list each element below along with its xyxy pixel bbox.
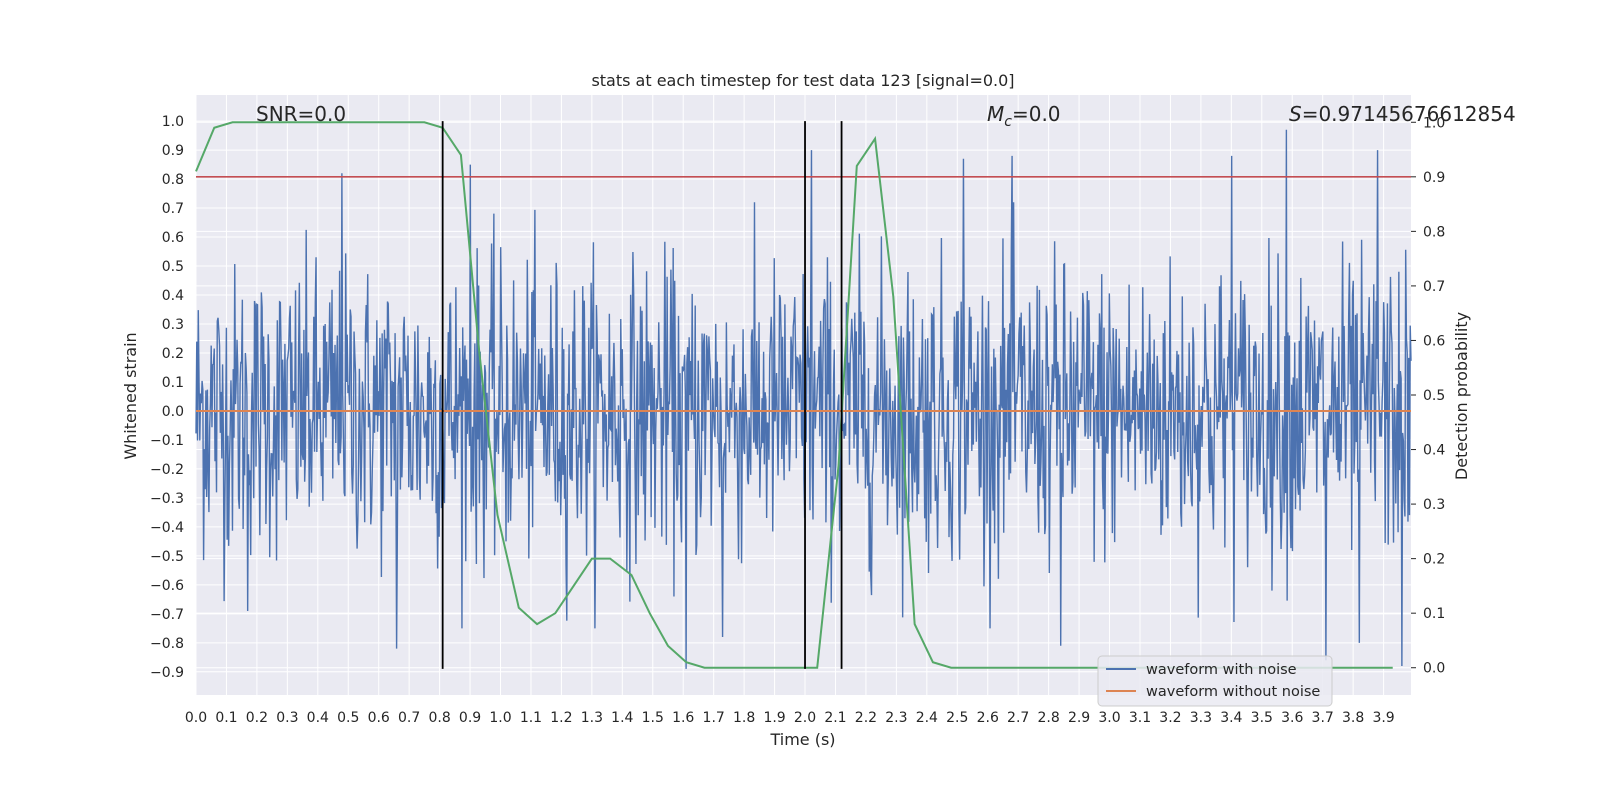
x-tick-label: 1.7 xyxy=(703,710,725,726)
x-tick-label: 2.6 xyxy=(977,710,999,726)
y2-tick-label: 0.7 xyxy=(1423,279,1445,295)
x-tick-label: 3.1 xyxy=(1129,710,1151,726)
snr-annotation: SNR=0.0 xyxy=(256,102,346,126)
y-tick-label: 0.9 xyxy=(162,143,184,159)
chart-title: stats at each timestep for test data 123… xyxy=(591,71,1014,90)
y-tick-label: −0.8 xyxy=(150,636,184,652)
y-tick-label: −0.2 xyxy=(150,462,184,478)
x-tick-label: 3.5 xyxy=(1251,710,1273,726)
x-tick-label: 1.6 xyxy=(672,710,694,726)
y-tick-label: 0.2 xyxy=(162,346,184,362)
x-tick-label: 0.8 xyxy=(428,710,450,726)
x-tick-label: 1.1 xyxy=(520,710,542,726)
x-tick-label: 0.9 xyxy=(459,710,481,726)
y2-tick-label: 0.5 xyxy=(1423,388,1445,404)
x-tick-label: 2.0 xyxy=(794,710,816,726)
x-tick-label: 3.0 xyxy=(1098,710,1120,726)
x-tick-label: 1.5 xyxy=(642,710,664,726)
x-tick-label: 0.6 xyxy=(368,710,390,726)
y-tick-label: 1.0 xyxy=(162,114,184,130)
legend: waveform with noise waveform without noi… xyxy=(1097,655,1333,707)
noise-waveform-line xyxy=(195,129,1412,669)
y2-tick-label: 0.0 xyxy=(1423,661,1445,677)
score-annotation: S=0.97145676612854 xyxy=(1289,102,1516,126)
x-tick-label: 0.1 xyxy=(215,710,237,726)
x-tick-label: 0.0 xyxy=(185,710,207,726)
x-tick-label: 1.2 xyxy=(550,710,572,726)
x-tick-label: 0.3 xyxy=(276,710,298,726)
y-tick-label: 0.4 xyxy=(162,288,184,304)
y-tick-label: −0.9 xyxy=(150,665,184,681)
y-tick-label: 0.0 xyxy=(162,404,184,420)
x-tick-label: 3.3 xyxy=(1190,710,1212,726)
y-tick-label: 0.8 xyxy=(162,172,184,188)
x-tick-label: 2.5 xyxy=(946,710,968,726)
y2-tick-label: 0.2 xyxy=(1423,552,1445,568)
x-tick-label: 3.8 xyxy=(1342,710,1364,726)
y-tick-label: 0.3 xyxy=(162,317,184,333)
y-tick-label: 0.1 xyxy=(162,375,184,391)
y2-tick-label: 0.1 xyxy=(1423,606,1445,622)
legend-label-clean: waveform without noise xyxy=(1146,684,1320,700)
x-tick-label: 3.7 xyxy=(1312,710,1334,726)
legend-label-noise: waveform with noise xyxy=(1146,662,1297,678)
x-tick-label: 1.3 xyxy=(581,710,603,726)
y2-tick-label: 0.3 xyxy=(1423,497,1445,513)
chirp-mass-annotation: Mc=0.0 xyxy=(987,102,1061,130)
x-tick-label: 2.7 xyxy=(1007,710,1029,726)
x-tick-label: 1.8 xyxy=(733,710,755,726)
y-tick-label: 0.7 xyxy=(162,201,184,217)
y2-axis-label: Detection probability xyxy=(1452,312,1471,480)
y-tick-label: −0.5 xyxy=(150,549,184,565)
x-tick-label: 1.0 xyxy=(489,710,511,726)
y2-tick-label: 0.4 xyxy=(1423,443,1445,459)
score-value: =0.97145676612854 xyxy=(1302,102,1516,126)
legend-box xyxy=(1097,655,1333,707)
chirp-mass-subscript: c xyxy=(1004,114,1012,130)
x-axis-ticks: 0.0 0.1 0.2 0.3 0.4 0.5 0.6 0.7 0.8 0.9 1.0 1.1 1.2 1… xyxy=(185,710,1395,726)
y2-tick-label: 0.9 xyxy=(1423,170,1445,186)
x-tick-label: 3.4 xyxy=(1220,710,1242,726)
y2-tick-label: 0.6 xyxy=(1423,333,1445,349)
y2-tick-label: 0.8 xyxy=(1423,224,1445,240)
x-tick-label: 2.3 xyxy=(885,710,907,726)
y-tick-label: −0.6 xyxy=(150,578,184,594)
x-tick-label: 1.4 xyxy=(611,710,633,726)
x-tick-label: 2.1 xyxy=(824,710,846,726)
x-tick-label: 1.9 xyxy=(763,710,785,726)
x-tick-label: 3.9 xyxy=(1372,710,1394,726)
y-tick-label: −0.7 xyxy=(150,607,184,623)
x-tick-label: 2.4 xyxy=(916,710,938,726)
x-tick-label: 0.5 xyxy=(337,710,359,726)
y2-tick-label: 1.0 xyxy=(1423,115,1445,131)
y-tick-label: −0.4 xyxy=(150,520,184,536)
x-tick-label: 2.2 xyxy=(855,710,877,726)
x-tick-label: 0.2 xyxy=(246,710,268,726)
y-tick-label: −0.3 xyxy=(150,491,184,507)
chirp-mass-symbol: M xyxy=(987,102,1004,126)
y-tick-label: −0.1 xyxy=(150,433,184,449)
y2-axis-ticks: 1.0 0.9 0.8 0.7 0.6 0.5 0.4 0.3 0.2 0.1 0.0 xyxy=(1411,115,1445,677)
x-tick-label: 0.4 xyxy=(307,710,329,726)
y-tick-label: 0.6 xyxy=(162,230,184,246)
y-axis-ticks: 1.0 0.9 0.8 0.7 0.6 0.5 0.4 0.3 0.2 0.1 0.0 −0.1 −0.… xyxy=(150,114,184,681)
noise-waveform-series xyxy=(195,129,1412,669)
y-tick-label: 0.5 xyxy=(162,259,184,275)
x-tick-label: 2.8 xyxy=(1037,710,1059,726)
y-axis-label: Whitened strain xyxy=(121,332,140,459)
x-axis-label: Time (s) xyxy=(769,730,835,749)
score-symbol: S xyxy=(1289,102,1302,126)
x-tick-label: 3.2 xyxy=(1159,710,1181,726)
chirp-mass-value: =0.0 xyxy=(1012,102,1061,126)
event-markers xyxy=(441,121,843,669)
x-tick-label: 3.6 xyxy=(1281,710,1303,726)
x-tick-label: 0.7 xyxy=(398,710,420,726)
x-tick-label: 2.9 xyxy=(1068,710,1090,726)
